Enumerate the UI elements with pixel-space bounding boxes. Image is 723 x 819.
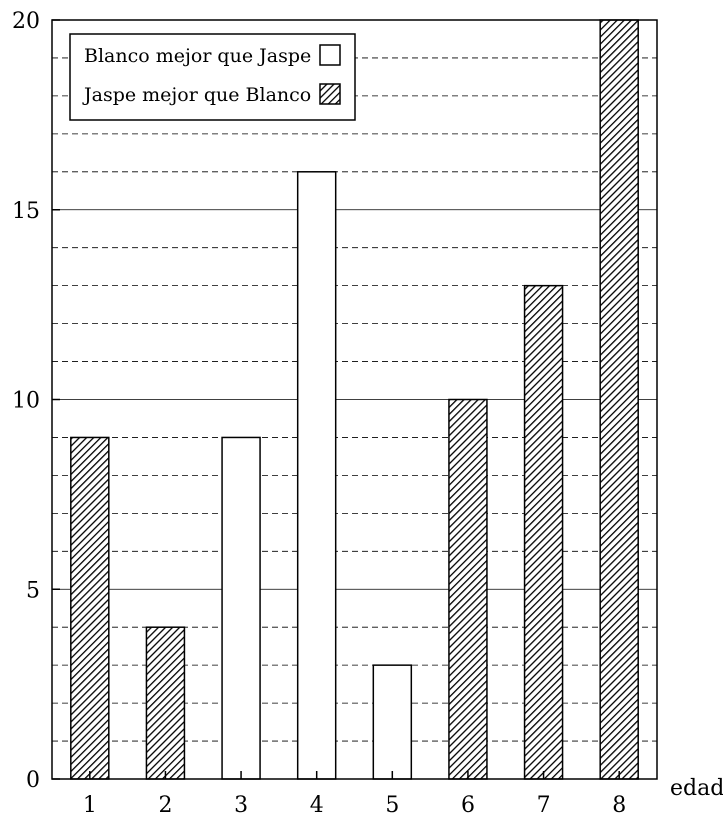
- y-tick-label: 0: [26, 768, 40, 793]
- legend-box: [69, 33, 356, 121]
- bar-jaspe-8: [599, 19, 639, 780]
- bar-blanco-5: [372, 664, 413, 780]
- legend-label-jaspe: Jaspe mejor que Blanco: [82, 84, 311, 106]
- bar-jaspe-2: [145, 626, 186, 780]
- bar-blanco-3: [221, 436, 261, 780]
- bar-jaspe-1: [70, 436, 110, 780]
- x-tick-label: 2: [158, 793, 172, 818]
- bar-jaspe-6: [448, 398, 488, 780]
- y-tick-label: 10: [12, 389, 40, 414]
- bar-jaspe-7: [523, 284, 564, 780]
- axis-ticks: 0 5 10 15 20 1 2 3 4 5 6 7 8: [12, 9, 626, 818]
- x-tick-label: 7: [537, 793, 551, 818]
- y-tick-label: 5: [26, 578, 40, 603]
- legend: Blanco mejor que Jaspe Jaspe mejor que B…: [69, 33, 356, 121]
- x-tick-label: 1: [83, 793, 97, 818]
- y-tick-label: 20: [12, 9, 40, 34]
- x-tick-label: 4: [310, 793, 324, 818]
- legend-swatch-jaspe: [319, 83, 341, 105]
- bar-blanco-4: [296, 171, 337, 780]
- x-tick-label: 6: [461, 793, 475, 818]
- gridlines: [52, 57, 657, 742]
- x-tick-label: 8: [612, 793, 626, 818]
- x-tick-label: 3: [234, 793, 248, 818]
- legend-swatch-blanco: [319, 44, 341, 66]
- bars: [70, 19, 639, 780]
- legend-label-blanco: Blanco mejor que Jaspe: [84, 45, 311, 67]
- x-axis-label: edad: [670, 776, 723, 801]
- x-tick-label: 5: [385, 793, 399, 818]
- y-tick-label: 15: [12, 199, 40, 224]
